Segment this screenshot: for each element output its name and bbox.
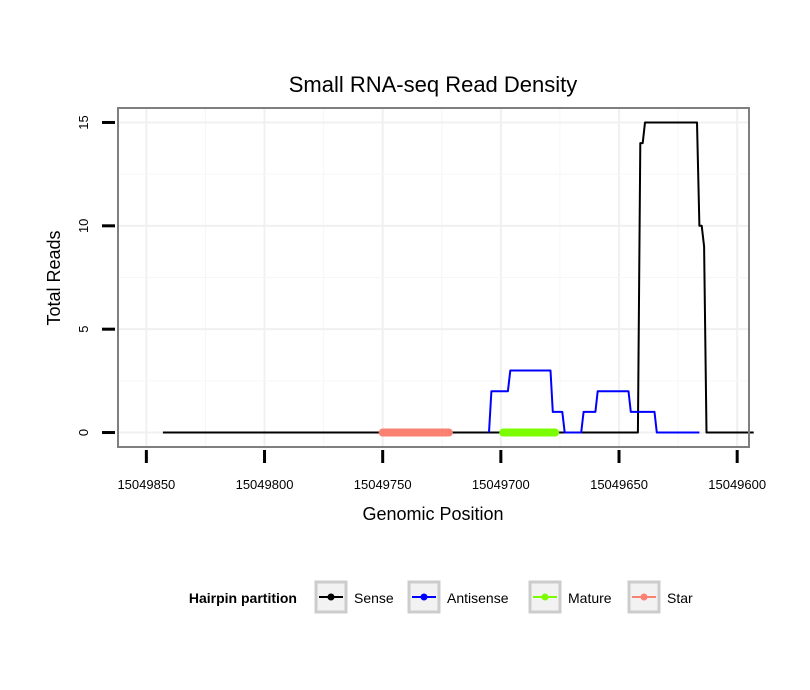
series-line-antisense xyxy=(488,369,700,434)
legend-title: Hairpin partition xyxy=(189,590,297,606)
legend-entries: Sense Antisense Mature Star xyxy=(314,580,693,614)
legend-entry-mature: Mature xyxy=(528,580,612,614)
x-tick-label: 15049650 xyxy=(590,477,648,492)
legend: Hairpin partition Sense Antisense Mature St… xyxy=(189,580,693,614)
grid-lines xyxy=(118,108,749,447)
x-axis: 15049850 15049800 15049750 15049700 15049650… xyxy=(117,450,766,492)
legend-label-mature: Mature xyxy=(568,590,612,606)
legend-entry-sense: Sense xyxy=(314,580,394,614)
x-tick-label: 15049850 xyxy=(117,477,175,492)
y-tick-label: 10 xyxy=(76,219,91,233)
series-line-sense xyxy=(162,121,754,434)
legend-dot-sense xyxy=(327,593,335,601)
chart-title: Small RNA-seq Read Density xyxy=(289,72,578,97)
legend-entry-star: Star xyxy=(627,580,693,614)
plot-panel-border xyxy=(117,107,750,448)
legend-label-antisense: Antisense xyxy=(447,590,509,606)
y-tick-label: 15 xyxy=(76,115,91,129)
y-tick-label: 0 xyxy=(76,429,91,436)
legend-dot-antisense xyxy=(420,593,428,601)
x-tick-label: 15049600 xyxy=(708,477,766,492)
series-layer xyxy=(162,121,754,437)
y-axis: 0 5 10 15 xyxy=(76,115,115,436)
x-tick-label: 15049750 xyxy=(354,477,412,492)
x-tick-label: 15049700 xyxy=(472,477,530,492)
y-tick-label: 5 xyxy=(76,326,91,333)
legend-dot-mature xyxy=(541,593,549,601)
legend-label-sense: Sense xyxy=(354,590,394,606)
x-tick-label: 15049800 xyxy=(236,477,294,492)
x-axis-title: Genomic Position xyxy=(362,504,503,524)
legend-label-star: Star xyxy=(667,590,693,606)
y-axis-title: Total Reads xyxy=(44,230,64,325)
legend-entry-antisense: Antisense xyxy=(407,580,509,614)
legend-dot-star xyxy=(640,593,648,601)
